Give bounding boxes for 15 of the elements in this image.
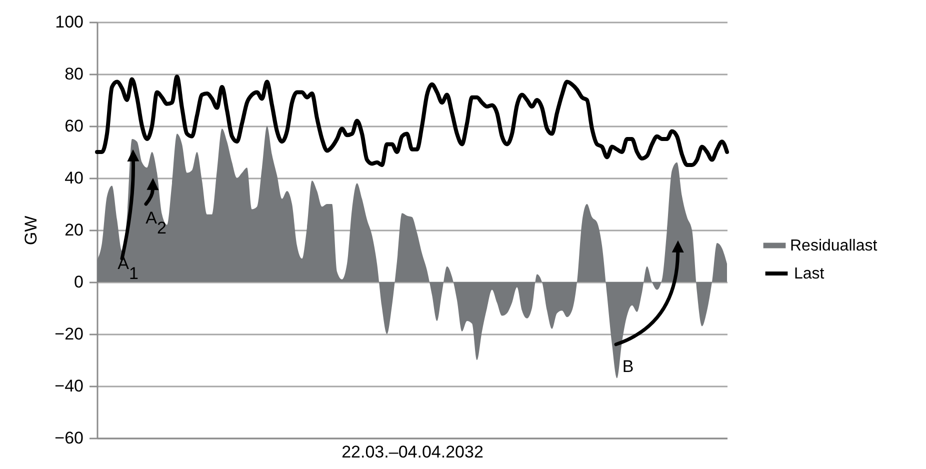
y-tick-label: −40 bbox=[54, 376, 84, 396]
annotation: B bbox=[622, 357, 634, 376]
legend-label: Last bbox=[794, 266, 825, 282]
y-tick-label: −60 bbox=[54, 428, 84, 448]
x-axis-title: 22.03.–04.04.2032 bbox=[342, 442, 484, 462]
y-tick-label: 20 bbox=[64, 220, 84, 240]
line-series bbox=[95, 74, 729, 167]
legend-label: Residuallast bbox=[790, 238, 878, 254]
y-tick-label: 100 bbox=[55, 12, 84, 32]
y-tick-label: 80 bbox=[64, 64, 84, 84]
y-tick-label: 40 bbox=[64, 168, 84, 188]
y-tick-label: 60 bbox=[64, 116, 84, 136]
y-tick-label: 0 bbox=[74, 272, 84, 292]
y-tick-label: −20 bbox=[54, 324, 84, 344]
y-axis-title: GW bbox=[22, 216, 41, 246]
